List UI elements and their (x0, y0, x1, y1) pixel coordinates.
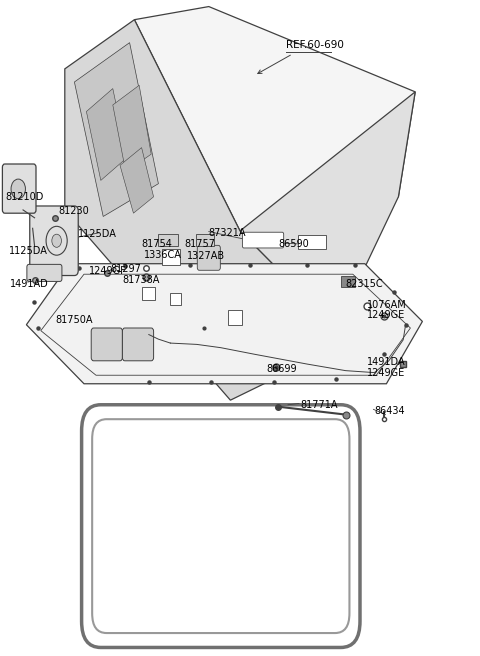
FancyBboxPatch shape (30, 206, 78, 276)
Text: 81210D: 81210D (6, 192, 44, 202)
Text: 1125DA: 1125DA (9, 246, 48, 256)
Text: 81738A: 81738A (122, 275, 160, 285)
Circle shape (52, 234, 61, 247)
FancyBboxPatch shape (197, 245, 220, 270)
Text: 87321A: 87321A (209, 228, 246, 238)
Polygon shape (26, 264, 422, 384)
Polygon shape (240, 92, 415, 328)
Text: 1249GF: 1249GF (89, 266, 127, 276)
FancyBboxPatch shape (82, 405, 360, 647)
Bar (170, 293, 181, 305)
Polygon shape (113, 85, 151, 172)
Text: 1125DA: 1125DA (78, 229, 117, 239)
Bar (196, 234, 214, 246)
Text: 86434: 86434 (374, 405, 405, 416)
Text: 81750A: 81750A (55, 315, 93, 325)
FancyBboxPatch shape (122, 328, 154, 361)
Polygon shape (134, 7, 415, 231)
FancyBboxPatch shape (27, 264, 62, 281)
Text: 1249GE: 1249GE (367, 310, 406, 320)
Text: 1249GE: 1249GE (367, 367, 406, 378)
Polygon shape (74, 43, 158, 216)
Bar (341, 276, 355, 287)
Text: 81757: 81757 (185, 239, 216, 249)
Text: 1327AB: 1327AB (187, 251, 225, 261)
Bar (158, 234, 178, 246)
Bar (142, 287, 155, 300)
Polygon shape (65, 20, 365, 400)
FancyBboxPatch shape (91, 328, 122, 361)
FancyBboxPatch shape (2, 164, 36, 213)
FancyBboxPatch shape (92, 419, 349, 633)
Text: 81771A: 81771A (300, 400, 337, 411)
Text: 1491DA: 1491DA (367, 357, 406, 367)
Bar (162, 249, 180, 265)
Text: 86590: 86590 (278, 239, 309, 249)
Text: 82315C: 82315C (346, 279, 383, 289)
FancyBboxPatch shape (242, 232, 284, 248)
Bar (298, 235, 326, 249)
Text: REF.60-690: REF.60-690 (286, 39, 344, 50)
Bar (228, 310, 242, 325)
Text: 1491AD: 1491AD (10, 279, 48, 289)
Text: 1336CA: 1336CA (144, 249, 182, 260)
Text: 81230: 81230 (59, 206, 89, 216)
Text: 86699: 86699 (266, 364, 297, 375)
Text: 81297: 81297 (110, 264, 141, 274)
Text: 1076AM: 1076AM (367, 300, 407, 310)
Polygon shape (120, 148, 154, 213)
Text: 81754: 81754 (142, 239, 172, 249)
Polygon shape (86, 89, 127, 180)
Circle shape (11, 179, 25, 199)
